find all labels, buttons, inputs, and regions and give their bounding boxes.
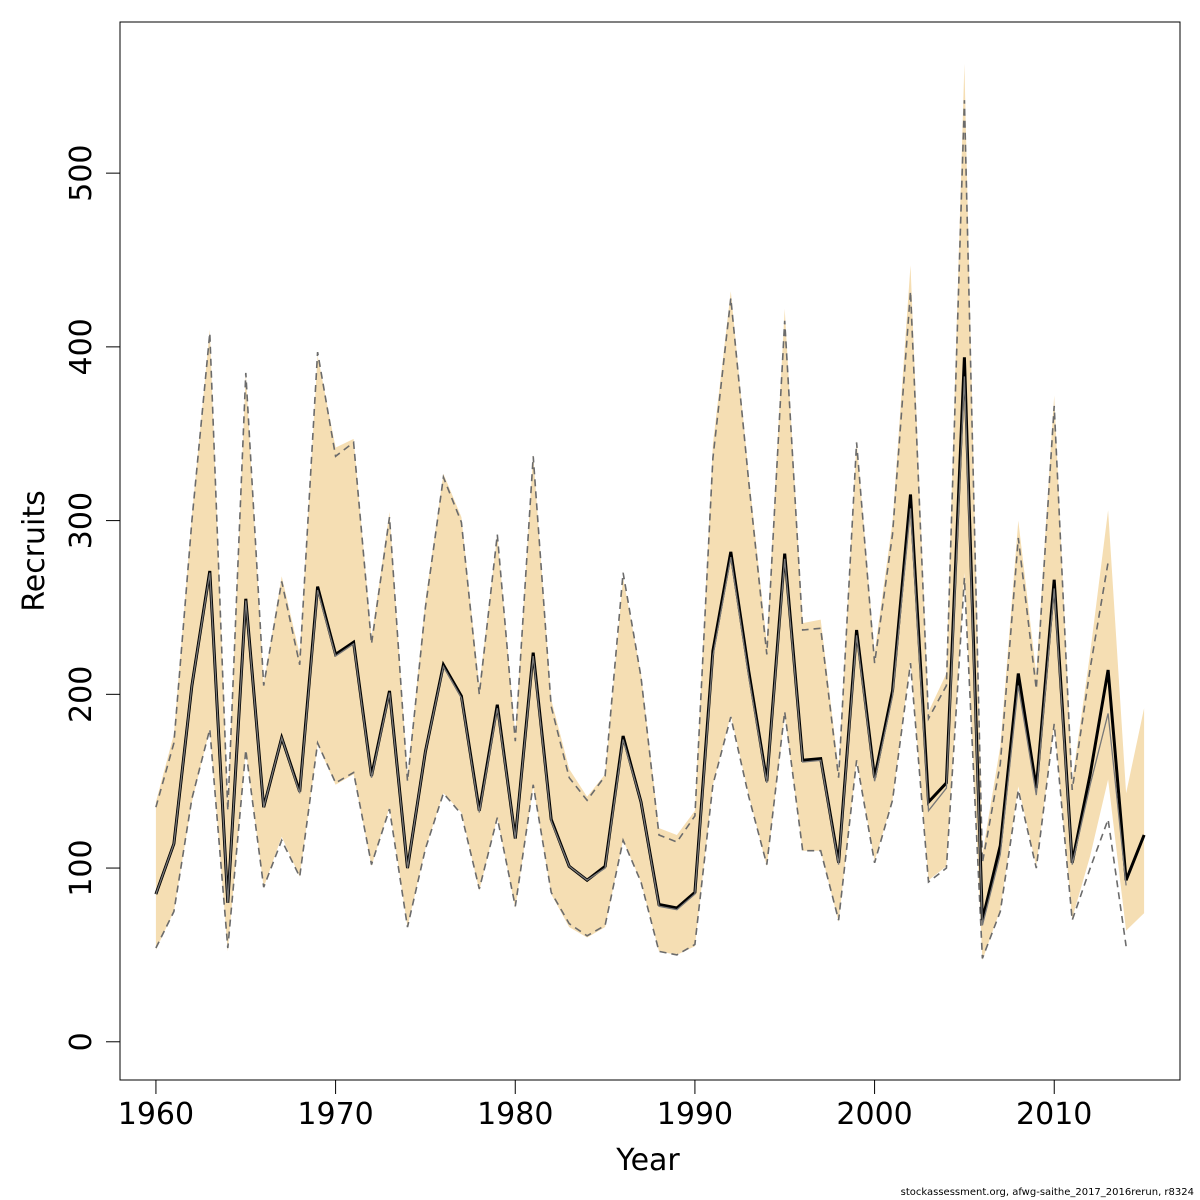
previous-bounds-layer — [155, 100, 1127, 959]
y-axis: 0 100 200 300 400 500 — [64, 145, 121, 1051]
x-tick-label: 1990 — [657, 1097, 733, 1132]
x-tick-label: 2010 — [1016, 1097, 1092, 1132]
x-axis-title: Year — [615, 1143, 680, 1178]
footer-credit: stockassessment.org, afwg-saithe_2017_20… — [900, 1187, 1194, 1198]
y-tick-label: 300 — [64, 492, 99, 549]
previous-upper-line — [155, 100, 1109, 863]
y-tick-label: 400 — [64, 318, 99, 375]
y-axis-title: Recruits — [17, 490, 52, 612]
y-tick-label: 0 — [64, 1032, 99, 1051]
x-tick-label: 2000 — [836, 1097, 912, 1132]
x-tick-label: 1970 — [297, 1097, 373, 1132]
x-axis: 1960 1970 1980 1990 2000 2010 — [118, 1079, 1092, 1132]
confidence-band-layer — [155, 63, 1145, 961]
previous-estimate-line — [155, 376, 1127, 926]
x-tick-label: 1980 — [477, 1097, 553, 1132]
y-tick-label: 200 — [64, 666, 99, 723]
confidence-band — [155, 63, 1145, 961]
previous-lower-line — [155, 577, 1127, 959]
x-tick-label: 1960 — [118, 1097, 194, 1132]
y-tick-label: 500 — [64, 145, 99, 202]
y-tick-label: 100 — [64, 839, 99, 896]
estimate-lines-layer — [154, 357, 1146, 926]
